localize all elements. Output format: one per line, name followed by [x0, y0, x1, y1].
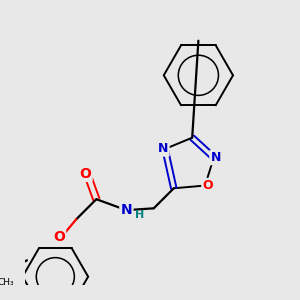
Text: CH₃: CH₃ — [0, 278, 14, 287]
Text: O: O — [53, 230, 65, 244]
Text: N: N — [121, 203, 132, 217]
Text: O: O — [202, 179, 213, 192]
Text: N: N — [158, 142, 168, 155]
Text: N: N — [211, 151, 221, 164]
Text: O: O — [80, 167, 91, 181]
Text: H: H — [134, 210, 144, 220]
